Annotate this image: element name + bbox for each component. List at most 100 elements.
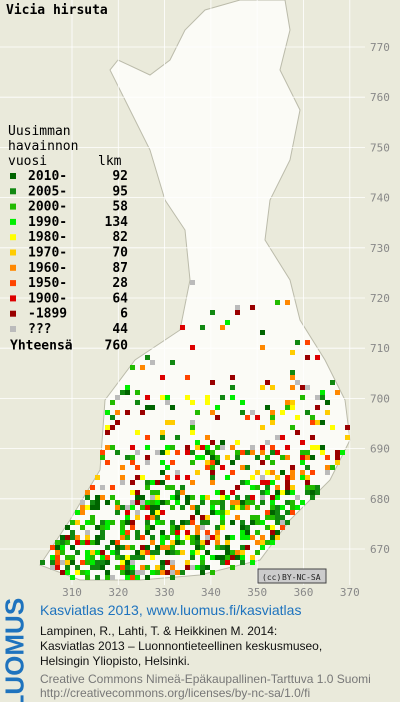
record-square bbox=[180, 520, 185, 525]
record-square bbox=[215, 455, 220, 460]
record-square bbox=[240, 410, 245, 415]
record-square bbox=[85, 575, 90, 580]
record-square bbox=[215, 555, 220, 560]
record-square bbox=[300, 440, 305, 445]
record-square bbox=[110, 495, 115, 500]
record-square bbox=[235, 495, 240, 500]
legend-swatch bbox=[10, 234, 16, 241]
record-square bbox=[105, 500, 110, 505]
record-square bbox=[90, 505, 95, 510]
record-square bbox=[270, 500, 275, 505]
record-square bbox=[270, 385, 275, 390]
record-square bbox=[190, 565, 195, 570]
record-square bbox=[155, 510, 160, 515]
record-square bbox=[195, 540, 200, 545]
record-square bbox=[285, 480, 290, 485]
record-square bbox=[50, 555, 55, 560]
record-square bbox=[55, 545, 60, 550]
record-square bbox=[255, 540, 260, 545]
record-square bbox=[240, 560, 245, 565]
record-square bbox=[230, 460, 235, 465]
record-square bbox=[170, 550, 175, 555]
record-square bbox=[110, 415, 115, 420]
record-square bbox=[225, 510, 230, 515]
record-square bbox=[270, 510, 275, 515]
x-tick-label: 320 bbox=[108, 586, 128, 599]
record-square bbox=[205, 515, 210, 520]
record-square bbox=[195, 440, 200, 445]
record-square bbox=[185, 520, 190, 525]
record-square bbox=[215, 530, 220, 535]
record-square bbox=[275, 515, 280, 520]
record-square bbox=[315, 405, 320, 410]
record-square bbox=[175, 450, 180, 455]
y-tick-label: 710 bbox=[370, 342, 390, 355]
record-square bbox=[280, 410, 285, 415]
record-square bbox=[310, 420, 315, 425]
record-square bbox=[200, 560, 205, 565]
record-square bbox=[300, 385, 305, 390]
legend-swatch bbox=[10, 295, 16, 302]
record-square bbox=[220, 520, 225, 525]
citation: Lampinen, R., Lahti, T. & Heikkinen M. 2… bbox=[40, 624, 278, 638]
record-square bbox=[65, 525, 70, 530]
record-square bbox=[290, 400, 295, 405]
record-square bbox=[150, 490, 155, 495]
record-square bbox=[170, 405, 175, 410]
record-square bbox=[185, 500, 190, 505]
record-square bbox=[130, 565, 135, 570]
record-square bbox=[145, 545, 150, 550]
record-square bbox=[95, 565, 100, 570]
record-square bbox=[175, 535, 180, 540]
record-square bbox=[220, 545, 225, 550]
record-square bbox=[190, 425, 195, 430]
record-square bbox=[230, 490, 235, 495]
record-square bbox=[120, 565, 125, 570]
record-square bbox=[130, 525, 135, 530]
record-square bbox=[240, 520, 245, 525]
y-tick-label: 700 bbox=[370, 392, 390, 405]
record-square bbox=[145, 520, 150, 525]
record-square bbox=[250, 485, 255, 490]
record-square bbox=[160, 535, 165, 540]
record-square bbox=[125, 505, 130, 510]
record-square bbox=[290, 465, 295, 470]
record-square bbox=[250, 445, 255, 450]
record-square bbox=[250, 410, 255, 415]
record-square bbox=[85, 530, 90, 535]
record-square bbox=[170, 545, 175, 550]
record-square bbox=[310, 415, 315, 420]
record-square bbox=[145, 460, 150, 465]
record-square bbox=[205, 495, 210, 500]
record-square bbox=[50, 560, 55, 565]
record-square bbox=[190, 430, 195, 435]
record-square bbox=[270, 495, 275, 500]
record-square bbox=[225, 555, 230, 560]
legend-count: 44 bbox=[112, 322, 128, 337]
record-square bbox=[165, 395, 170, 400]
record-square bbox=[270, 450, 275, 455]
record-square bbox=[135, 400, 140, 405]
record-square bbox=[125, 565, 130, 570]
record-square bbox=[50, 545, 55, 550]
record-square bbox=[305, 485, 310, 490]
record-square bbox=[185, 565, 190, 570]
record-square bbox=[300, 500, 305, 505]
record-square bbox=[205, 435, 210, 440]
record-square bbox=[285, 510, 290, 515]
record-square bbox=[255, 470, 260, 475]
record-square bbox=[160, 540, 165, 545]
record-square bbox=[210, 570, 215, 575]
license: http://creativecommons.org/licenses/by-n… bbox=[40, 686, 311, 700]
y-tick-label: 760 bbox=[370, 91, 390, 104]
record-square bbox=[70, 575, 75, 580]
record-square bbox=[105, 525, 110, 530]
record-square bbox=[110, 540, 115, 545]
record-square bbox=[175, 570, 180, 575]
record-square bbox=[290, 510, 295, 515]
record-square bbox=[275, 505, 280, 510]
record-square bbox=[85, 505, 90, 510]
record-square bbox=[120, 545, 125, 550]
record-square bbox=[270, 515, 275, 520]
record-square bbox=[150, 570, 155, 575]
